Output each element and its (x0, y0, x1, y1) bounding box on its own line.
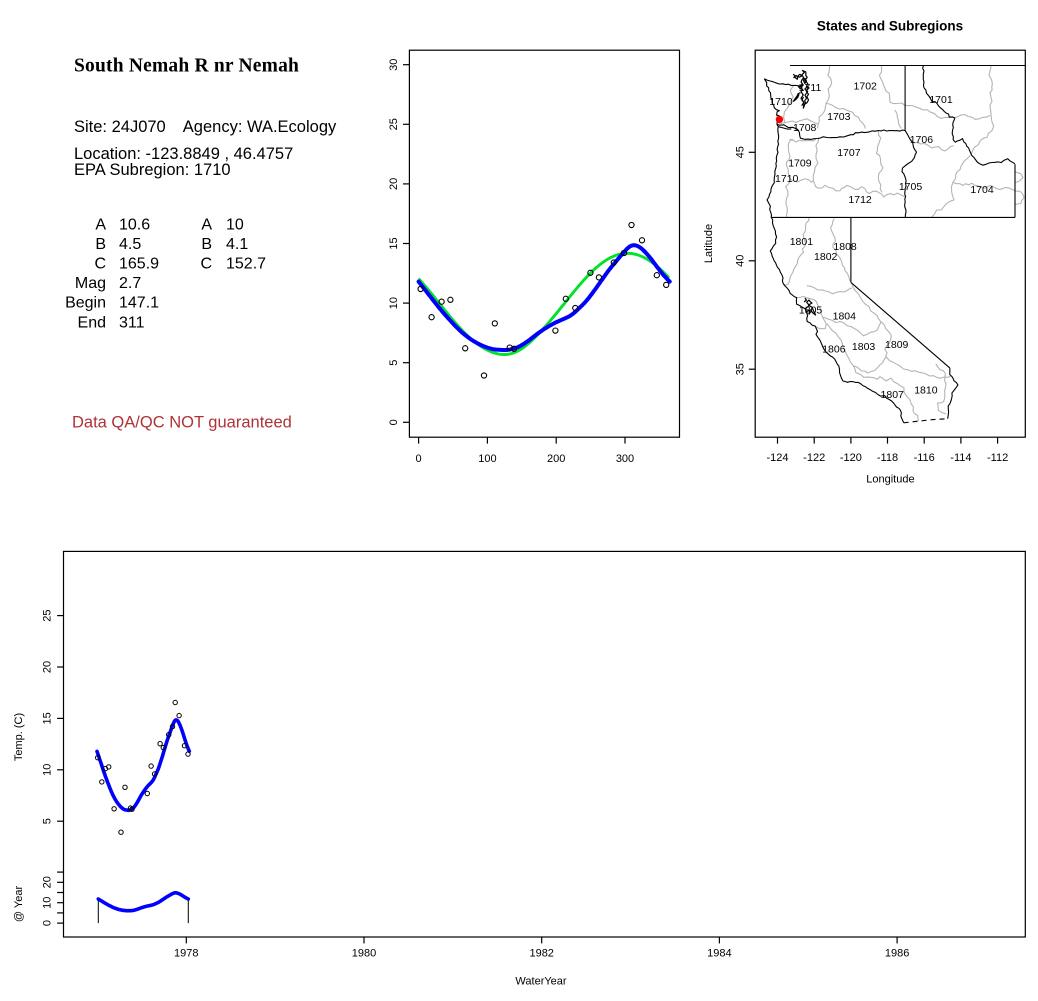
svg-text:-114: -114 (950, 452, 971, 464)
svg-text:20: 20 (388, 178, 400, 190)
svg-text:1980: 1980 (352, 948, 376, 960)
svg-text:1808: 1808 (833, 241, 857, 253)
svg-text:1809: 1809 (885, 339, 909, 351)
svg-text:0: 0 (388, 419, 400, 425)
svg-text:1978: 1978 (174, 948, 198, 960)
svg-text:35: 35 (735, 363, 747, 375)
svg-text:-124: -124 (766, 452, 788, 464)
svg-text:1801: 1801 (790, 236, 814, 248)
svg-text:1707: 1707 (837, 147, 861, 159)
svg-text:311: 311 (119, 314, 145, 331)
svg-text:1705: 1705 (899, 181, 923, 193)
svg-text:C: C (200, 256, 212, 273)
svg-text:25: 25 (41, 609, 53, 621)
svg-text:Longitude: Longitude (866, 474, 914, 486)
svg-text:1982: 1982 (529, 948, 553, 960)
svg-text:147.1: 147.1 (119, 295, 159, 312)
svg-text:B: B (95, 236, 106, 253)
svg-text:1712: 1712 (848, 194, 872, 206)
svg-text:Mag: Mag (75, 275, 106, 292)
svg-text:152.7: 152.7 (226, 256, 266, 273)
svg-text:1806: 1806 (822, 344, 846, 356)
svg-text:1804: 1804 (833, 310, 857, 322)
svg-text:300: 300 (616, 453, 634, 465)
svg-text:WaterYear: WaterYear (515, 976, 566, 988)
svg-text:45: 45 (735, 146, 747, 158)
svg-text:2.7: 2.7 (119, 275, 141, 292)
svg-text:100: 100 (478, 453, 496, 465)
svg-text:1803: 1803 (852, 341, 876, 353)
svg-text:-116: -116 (914, 452, 935, 464)
svg-text:Latitude: Latitude (703, 224, 715, 263)
svg-text:1708: 1708 (793, 122, 817, 134)
svg-text:5: 5 (388, 360, 400, 366)
svg-text:1711: 1711 (799, 82, 822, 94)
svg-text:25: 25 (388, 118, 400, 130)
svg-text:Temp. (C): Temp. (C) (13, 713, 25, 761)
svg-text:10.6: 10.6 (119, 217, 150, 234)
svg-text:-122: -122 (803, 452, 825, 464)
svg-text:States and Subregions: States and Subregions (817, 19, 963, 34)
svg-text:5: 5 (41, 818, 53, 824)
svg-text:EPA Subregion: 1710: EPA Subregion: 1710 (74, 161, 231, 179)
svg-text:B: B (201, 236, 212, 253)
svg-text:1802: 1802 (814, 251, 838, 263)
svg-text:15: 15 (388, 237, 400, 249)
svg-text:165.9: 165.9 (119, 256, 159, 273)
svg-text:10: 10 (226, 217, 244, 234)
svg-text:A: A (201, 217, 212, 234)
svg-text:@ Year: @ Year (13, 886, 25, 923)
svg-text:End: End (78, 314, 106, 331)
svg-text:30: 30 (388, 59, 400, 71)
svg-text:-120: -120 (840, 452, 862, 464)
svg-text:20: 20 (41, 661, 53, 673)
svg-text:4.1: 4.1 (226, 236, 248, 253)
svg-text:1986: 1986 (885, 948, 909, 960)
svg-text:Site: 24J070: Site: 24J070 (74, 118, 166, 136)
svg-text:20: 20 (41, 876, 53, 888)
svg-text:1807: 1807 (881, 389, 905, 401)
svg-text:1805: 1805 (799, 304, 823, 316)
svg-text:200: 200 (547, 453, 565, 465)
svg-text:Data QA/QC NOT guaranteed: Data QA/QC NOT guaranteed (72, 413, 292, 431)
svg-text:1706: 1706 (910, 134, 934, 146)
svg-text:1702: 1702 (854, 81, 878, 93)
svg-text:0: 0 (41, 920, 53, 926)
svg-text:1710: 1710 (775, 173, 799, 185)
svg-text:South Nemah R nr Nemah: South Nemah R nr Nemah (74, 56, 299, 77)
svg-text:C: C (94, 256, 106, 273)
svg-text:4.5: 4.5 (119, 236, 141, 253)
svg-text:40: 40 (735, 255, 747, 267)
svg-text:-112: -112 (987, 452, 1008, 464)
svg-text:Location: -123.8849 , 46.4757: Location: -123.8849 , 46.4757 (74, 145, 293, 163)
svg-text:1710: 1710 (769, 96, 793, 108)
svg-text:1704: 1704 (970, 184, 994, 196)
svg-text:1984: 1984 (707, 948, 731, 960)
svg-text:0: 0 (416, 453, 422, 465)
svg-text:1810: 1810 (914, 385, 938, 397)
svg-text:Agency: WA.Ecology: Agency: WA.Ecology (183, 118, 337, 136)
svg-text:15: 15 (41, 712, 53, 724)
svg-text:Begin: Begin (65, 295, 106, 312)
svg-text:10: 10 (388, 297, 400, 309)
svg-text:A: A (95, 217, 106, 234)
svg-text:1703: 1703 (827, 111, 851, 123)
svg-text:1709: 1709 (788, 158, 812, 170)
svg-text:10: 10 (41, 764, 53, 776)
svg-text:-118: -118 (877, 452, 898, 464)
svg-text:1701: 1701 (929, 94, 953, 106)
svg-text:10: 10 (41, 897, 53, 909)
